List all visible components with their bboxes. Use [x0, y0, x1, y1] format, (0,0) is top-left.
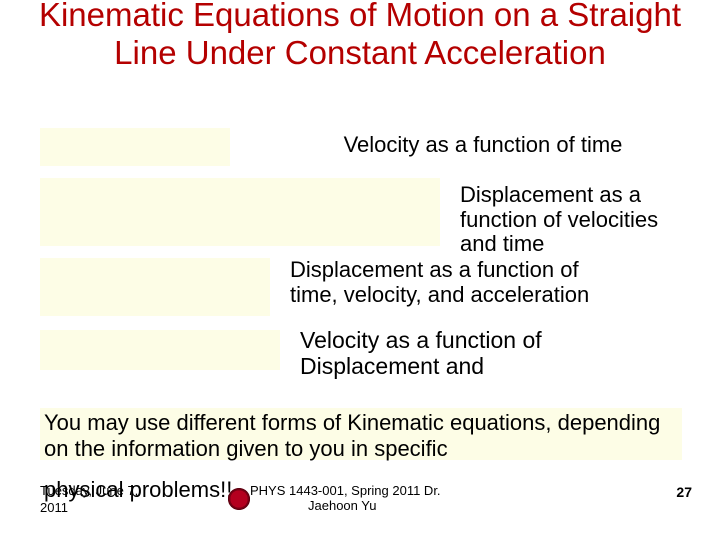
footer-course-line2: Jaehoon Yu	[308, 498, 376, 513]
note-tail: physical problems!!	[44, 477, 232, 503]
page-number: 27	[676, 484, 692, 500]
slide-title: Kinematic Equations of Motion on a Strai…	[30, 0, 690, 72]
caption-3: Displacement as a function of time, velo…	[290, 258, 590, 307]
university-seal-icon	[228, 488, 250, 510]
caption-4: Velocity as a function of Displacement a…	[300, 328, 600, 380]
equation-box-1	[40, 128, 230, 166]
caption-2: Displacement as a function of velocities…	[460, 183, 690, 257]
footer-course: PHYS 1443-001, Spring 2011 Dr. Jaehoon Y…	[250, 484, 550, 514]
footer-course-line1: PHYS 1443-001, Spring 2011 Dr.	[250, 483, 441, 498]
caption-1: Velocity as a function of time	[268, 133, 698, 158]
slide: Kinematic Equations of Motion on a Strai…	[0, 0, 720, 540]
equation-box-2	[40, 178, 440, 246]
note-text: You may use different forms of Kinematic…	[44, 410, 684, 463]
equation-box-3	[40, 258, 270, 316]
equation-box-4	[40, 330, 280, 370]
